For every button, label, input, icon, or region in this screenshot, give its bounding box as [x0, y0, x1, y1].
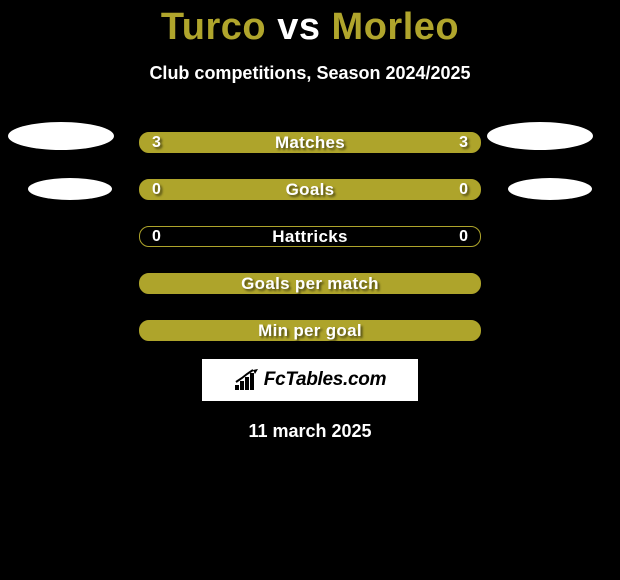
stat-label: Goals: [286, 180, 335, 200]
stat-row: 0 Hattricks 0: [139, 226, 481, 247]
comparison-card: Turco vs Morleo Club competitions, Seaso…: [0, 0, 620, 580]
stat-left-value: 0: [152, 181, 161, 199]
player-ellipse-right: [508, 178, 592, 200]
stat-right-value: 0: [459, 228, 468, 246]
title-vs: vs: [277, 6, 320, 48]
player-ellipse-left: [28, 178, 112, 200]
stat-right-value: 3: [459, 134, 468, 152]
stat-label: Min per goal: [258, 321, 362, 341]
stat-label: Goals per match: [241, 274, 379, 294]
player-ellipse-right: [487, 122, 593, 150]
title-player-right: Morleo: [332, 6, 460, 48]
stat-rows: 3 Matches 3 0 Goals 0 0 Hattricks 0 Goals per mat…: [0, 132, 620, 341]
stat-right-value: 0: [459, 181, 468, 199]
date-text: 11 march 2025: [0, 421, 620, 442]
stat-row: 0 Goals 0: [139, 179, 481, 200]
title-player-left: Turco: [161, 6, 266, 48]
logo-text: FcTables.com: [264, 369, 386, 391]
player-ellipse-left: [8, 122, 114, 150]
stat-label: Matches: [275, 133, 345, 153]
subtitle: Club competitions, Season 2024/2025: [0, 63, 620, 84]
stat-left-value: 3: [152, 134, 161, 152]
logo-box: FcTables.com: [202, 359, 418, 401]
stat-row: Min per goal: [139, 320, 481, 341]
page-title: Turco vs Morleo: [0, 6, 620, 49]
stat-row: 3 Matches 3: [139, 132, 481, 153]
stat-label: Hattricks: [272, 227, 347, 247]
chart-icon: [234, 369, 260, 391]
stat-row: Goals per match: [139, 273, 481, 294]
stat-left-value: 0: [152, 228, 161, 246]
